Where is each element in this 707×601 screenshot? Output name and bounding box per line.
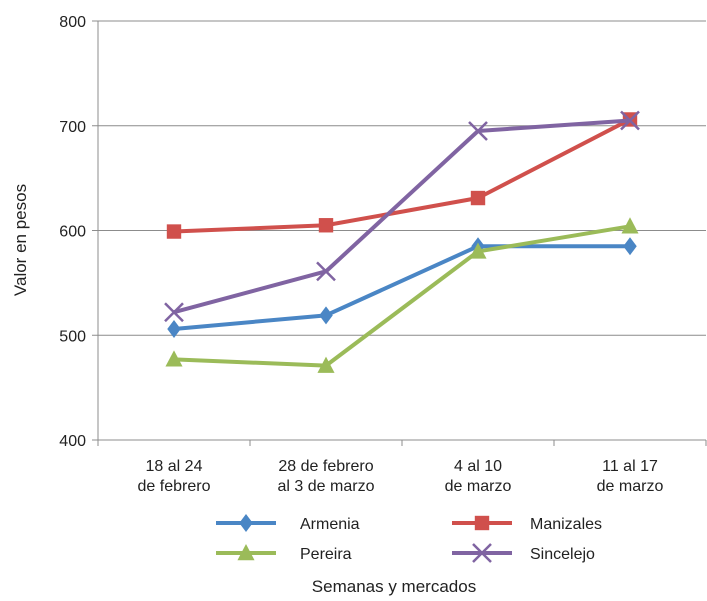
legend: Armenia Manizales Pereira Sincelejo xyxy=(216,514,602,563)
axes xyxy=(92,20,707,446)
y-tick-label: 700 xyxy=(59,119,86,136)
x-tick-label: 11 al 17 de marzo xyxy=(597,458,664,495)
data-point xyxy=(165,350,183,367)
y-axis-title: Valor en pesos xyxy=(11,184,30,296)
x-tick-label-line: de marzo xyxy=(445,478,512,495)
data-point xyxy=(317,356,335,373)
data-point xyxy=(164,302,184,323)
series-sincelejo xyxy=(164,110,640,323)
data-point xyxy=(166,224,182,239)
data-point xyxy=(167,319,181,338)
x-tick-label-line: 18 al 24 xyxy=(146,458,203,475)
x-tick-label-line: 11 al 17 xyxy=(602,458,658,475)
series-line xyxy=(173,224,631,368)
legend-item-sincelejo: Sincelejo xyxy=(452,543,595,563)
x-tick-label: 18 al 24 de febrero xyxy=(138,458,211,495)
data-point xyxy=(621,217,639,234)
y-tick-label: 600 xyxy=(59,224,86,241)
x-tick-label-line: 4 al 10 xyxy=(454,458,502,475)
series-lines xyxy=(164,110,640,373)
data-point xyxy=(472,543,492,563)
series-line xyxy=(173,244,630,331)
legend-item-armenia: Armenia xyxy=(216,514,360,533)
x-tick-label-line: 28 de febrero xyxy=(278,458,373,475)
axis-labels: 400 500 600 700 800 18 al 24 de febrero 28 de f… xyxy=(59,14,663,495)
data-point xyxy=(474,515,490,531)
data-point xyxy=(239,514,253,532)
x-tick-label-line: de marzo xyxy=(597,478,664,495)
data-point xyxy=(318,218,334,233)
y-tick-label: 400 xyxy=(59,433,86,450)
x-tick-label: 4 al 10 de marzo xyxy=(445,458,512,495)
legend-label: Armenia xyxy=(300,516,360,533)
data-point xyxy=(468,121,488,141)
legend-label: Sincelejo xyxy=(530,546,595,563)
x-tick-label: 28 de febrero al 3 de marzo xyxy=(278,458,375,495)
series-line xyxy=(173,118,631,315)
data-point xyxy=(620,110,640,131)
series-line xyxy=(173,117,631,234)
legend-label: Pereira xyxy=(300,546,352,563)
legend-label: Manizales xyxy=(530,516,602,533)
y-tick-label: 800 xyxy=(59,14,86,31)
series-armenia xyxy=(167,237,637,338)
data-point xyxy=(237,544,255,561)
x-tick-label-line: de febrero xyxy=(138,478,211,495)
data-point xyxy=(319,306,333,325)
series-manizales xyxy=(166,112,638,239)
y-tick-label: 500 xyxy=(59,328,86,345)
legend-item-pereira: Pereira xyxy=(216,544,352,563)
series-pereira xyxy=(165,217,639,373)
data-point xyxy=(623,237,637,256)
data-point xyxy=(470,190,486,206)
x-tick-label-line: al 3 de marzo xyxy=(278,478,375,495)
legend-item-manizales: Manizales xyxy=(452,515,602,533)
data-point xyxy=(469,242,487,259)
x-axis-title: Semanas y mercados xyxy=(312,577,476,596)
data-point xyxy=(316,261,336,282)
